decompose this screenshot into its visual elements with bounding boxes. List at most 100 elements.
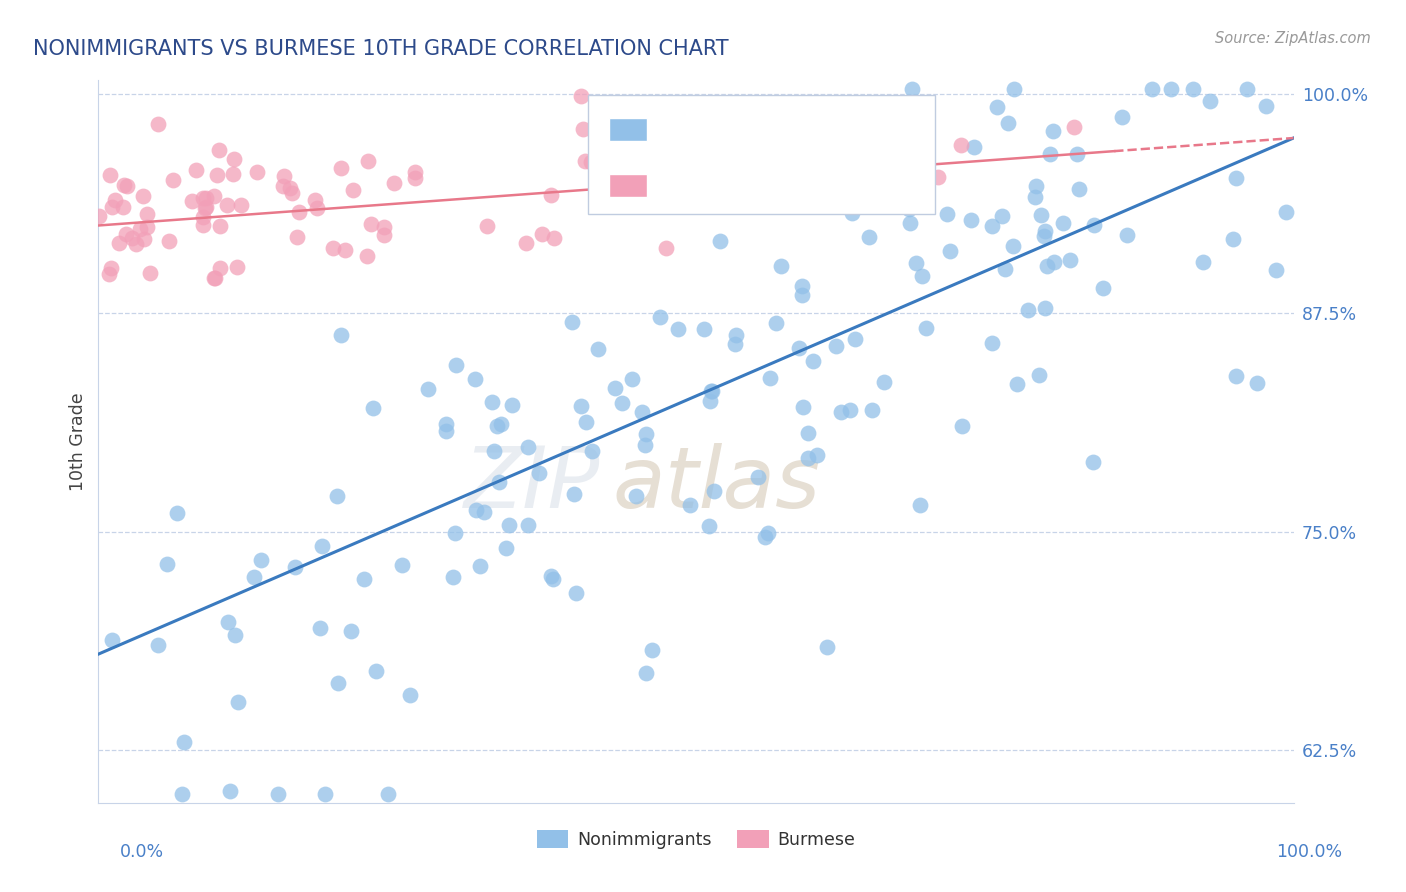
Text: 0.085: 0.085 bbox=[731, 177, 780, 194]
Point bbox=[1182, 82, 1205, 96]
Point bbox=[468, 559, 491, 574]
Point bbox=[765, 316, 787, 330]
Point bbox=[831, 125, 853, 139]
Point bbox=[540, 568, 562, 582]
Point bbox=[562, 487, 585, 501]
Point bbox=[569, 88, 592, 103]
Point bbox=[363, 401, 385, 415]
Point bbox=[1067, 182, 1090, 196]
Point bbox=[1225, 369, 1247, 384]
Point bbox=[377, 787, 399, 801]
Point bbox=[634, 665, 657, 680]
Point bbox=[207, 169, 229, 183]
Point bbox=[217, 615, 239, 629]
Text: 100.0%: 100.0% bbox=[1277, 843, 1343, 861]
Text: 85: 85 bbox=[898, 177, 920, 194]
Point bbox=[724, 327, 747, 342]
Point bbox=[335, 243, 357, 257]
Point bbox=[224, 153, 246, 167]
Point bbox=[898, 202, 921, 217]
Point bbox=[1063, 120, 1085, 135]
Point bbox=[444, 359, 467, 373]
Point bbox=[373, 228, 395, 243]
Point bbox=[634, 426, 657, 441]
Point bbox=[87, 209, 110, 223]
Point bbox=[271, 178, 294, 193]
Point bbox=[716, 147, 738, 161]
Point bbox=[382, 176, 405, 190]
Point bbox=[97, 268, 120, 282]
Point bbox=[1111, 111, 1133, 125]
Point bbox=[100, 260, 122, 275]
Point bbox=[288, 204, 311, 219]
Point bbox=[195, 200, 218, 214]
Point bbox=[634, 438, 657, 452]
Y-axis label: 10th Grade: 10th Grade bbox=[69, 392, 87, 491]
Point bbox=[139, 266, 162, 280]
Point bbox=[209, 219, 232, 233]
Point bbox=[910, 499, 932, 513]
Point bbox=[792, 400, 814, 414]
Point bbox=[482, 444, 505, 458]
Point bbox=[273, 169, 295, 184]
Point bbox=[307, 201, 329, 215]
Point bbox=[949, 137, 972, 152]
Point bbox=[373, 220, 395, 235]
Point bbox=[330, 161, 353, 175]
Point bbox=[498, 518, 520, 533]
Point bbox=[858, 229, 880, 244]
Point bbox=[326, 676, 349, 690]
Point bbox=[132, 232, 155, 246]
Point bbox=[825, 339, 848, 353]
Point bbox=[747, 470, 769, 484]
Point bbox=[650, 310, 672, 324]
Text: R =: R = bbox=[665, 120, 703, 138]
Point bbox=[285, 230, 308, 244]
Point bbox=[994, 261, 1017, 276]
Point bbox=[531, 227, 554, 241]
Point bbox=[1160, 82, 1182, 96]
Point bbox=[1192, 254, 1215, 268]
Point bbox=[620, 372, 643, 386]
Text: 0.603: 0.603 bbox=[731, 120, 780, 138]
Point bbox=[797, 451, 820, 466]
Point bbox=[915, 320, 938, 334]
Point bbox=[202, 189, 225, 203]
Point bbox=[284, 559, 307, 574]
Point bbox=[610, 396, 633, 410]
Text: atlas: atlas bbox=[613, 443, 820, 526]
Point bbox=[1028, 368, 1050, 383]
Bar bbox=[609, 174, 647, 197]
Point bbox=[626, 489, 648, 503]
Point bbox=[631, 405, 654, 419]
Point bbox=[1246, 376, 1268, 390]
Point bbox=[860, 172, 883, 186]
Point bbox=[1001, 239, 1024, 253]
Point bbox=[873, 375, 896, 389]
Point bbox=[641, 643, 664, 657]
Point bbox=[579, 155, 602, 169]
Point bbox=[1264, 263, 1286, 277]
Point bbox=[170, 787, 193, 801]
Point bbox=[181, 194, 204, 208]
Point bbox=[581, 444, 603, 458]
Point bbox=[193, 218, 215, 232]
Point bbox=[981, 219, 1004, 234]
Point bbox=[911, 269, 934, 284]
Point bbox=[112, 178, 135, 192]
Point bbox=[1025, 179, 1047, 194]
Point bbox=[278, 180, 301, 194]
Point bbox=[1042, 124, 1064, 138]
Point bbox=[516, 517, 538, 532]
Point bbox=[114, 227, 136, 241]
Point bbox=[112, 201, 135, 215]
Point bbox=[912, 174, 935, 188]
Point bbox=[905, 256, 928, 270]
Point bbox=[441, 570, 464, 584]
Text: R =: R = bbox=[665, 177, 703, 194]
Point bbox=[1042, 255, 1064, 269]
Point bbox=[754, 530, 776, 544]
Point bbox=[100, 201, 122, 215]
Point bbox=[1140, 82, 1163, 96]
Point bbox=[898, 216, 921, 230]
